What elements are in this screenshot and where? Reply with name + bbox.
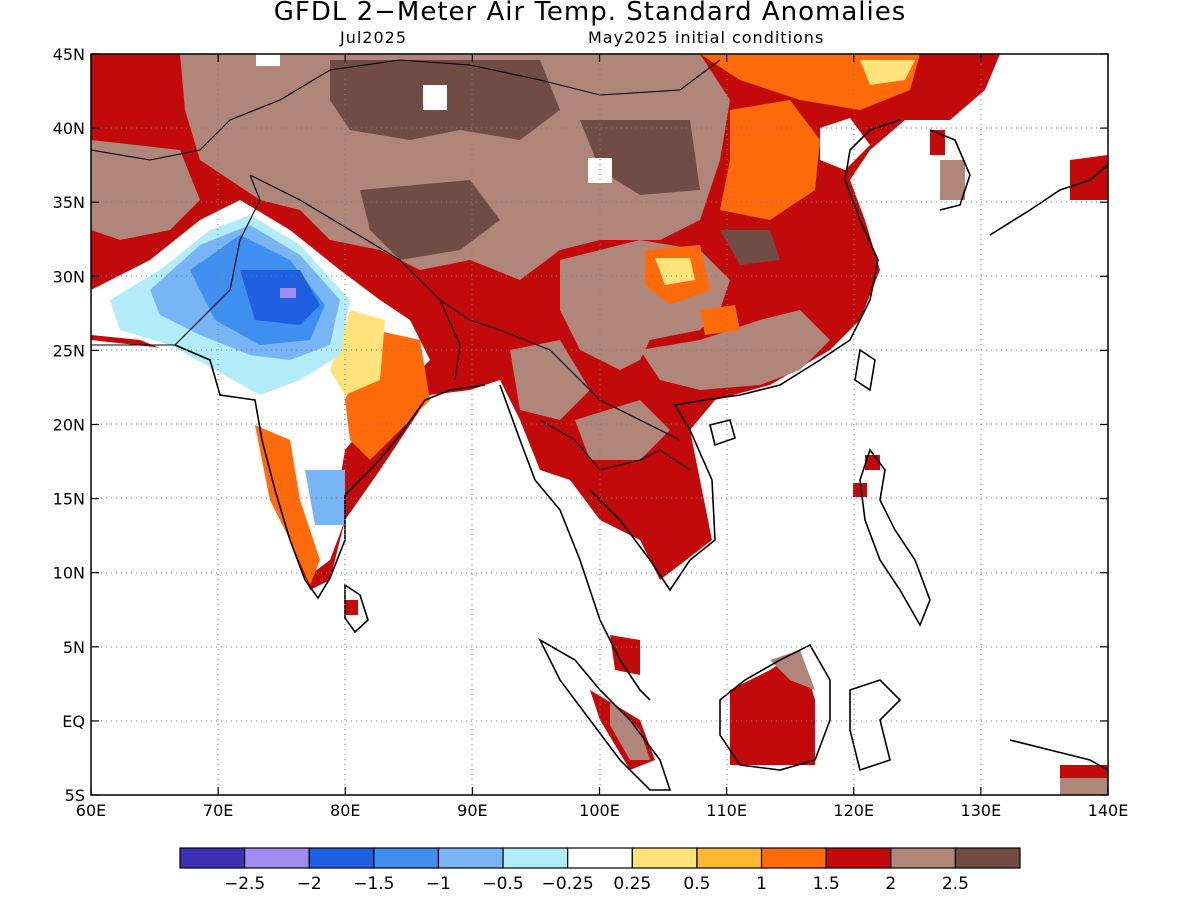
colorbar	[179, 847, 1021, 869]
lat-tick-label: 45N	[53, 45, 85, 64]
lat-tick-label: 5N	[63, 638, 85, 657]
lat-tick-label: EQ	[62, 712, 85, 731]
init-conditions: May2025 initial conditions	[588, 28, 825, 47]
yellow-northeast	[860, 60, 915, 85]
colorbar-swatch	[373, 847, 440, 869]
brown-south-china-coast	[640, 310, 830, 390]
colorbar-label: 0.25	[613, 874, 651, 894]
colorbar-swatch	[954, 847, 1021, 869]
map-title: GFDL 2−Meter Air Temp. Standard Anomalie…	[273, 0, 907, 27]
red-malaya	[610, 635, 640, 675]
coast-newguinea	[1009, 739, 1109, 771]
red-korea	[930, 130, 945, 155]
colorbar-label: −2.5	[224, 874, 265, 894]
colorbar-swatch	[631, 847, 698, 869]
coast-india	[174, 344, 486, 600]
lat-tick-label: 30N	[53, 267, 85, 286]
axis-ticks	[90, 53, 1109, 796]
colorbar-label: 0.5	[683, 874, 710, 894]
lat-tick-label: 20N	[53, 416, 85, 435]
lon-axis-labels: 60E 70E 80E 90E 100E 110E 120E 130E 140E	[76, 801, 1129, 820]
borders-indochina	[539, 419, 691, 471]
colorbar-swatch	[502, 847, 569, 869]
colorbar-swatch	[308, 847, 375, 869]
lon-tick-label: 70E	[203, 801, 233, 820]
brown-sumatra	[610, 700, 650, 760]
lat-tick-label: 35N	[53, 193, 85, 212]
lon-tick-label: 100E	[579, 801, 620, 820]
colorbar-label: −1	[426, 874, 451, 894]
grid-lines	[91, 54, 1108, 795]
lat-tick-label: 10N	[53, 564, 85, 583]
brown-korea	[940, 160, 965, 200]
colorbar-label: −2	[297, 874, 322, 894]
orange-yunnan	[700, 305, 740, 335]
lon-tick-label: 80E	[330, 801, 360, 820]
red-luzon	[853, 455, 880, 497]
colorbar-label: 2.5	[942, 874, 969, 894]
colorbar-label: 1.5	[813, 874, 840, 894]
country-borders	[90, 59, 721, 471]
lon-tick-label: 60E	[76, 801, 106, 820]
colorbar-swatch	[890, 847, 956, 869]
coast-taiwan-hainan	[709, 348, 876, 447]
yellow-sichuan	[655, 258, 695, 285]
valid-month: Jul2025	[340, 28, 408, 47]
coastlines	[174, 119, 1109, 791]
coast-sulawesi	[849, 679, 902, 772]
colorbar-labels: −2.5 −2 −1.5 −1 −0.5 −0.25 0.25 0.5 1 1.5 2 2.5	[224, 874, 969, 894]
colorbar-swatch	[825, 847, 892, 869]
coast-indochina	[499, 119, 901, 701]
lat-tick-label: 5S	[65, 786, 85, 805]
colorbar-swatch	[760, 847, 827, 869]
white-pocket-north	[256, 54, 447, 110]
colorbar-label: 1	[756, 874, 767, 894]
brown-west	[91, 140, 200, 240]
lat-tick-label: 40N	[53, 119, 85, 138]
darkbrown-tibet	[360, 180, 500, 260]
darkbrown-central	[720, 230, 780, 265]
colorbar-label: −0.25	[542, 874, 594, 894]
white-bohai	[820, 118, 870, 170]
lon-tick-label: 110E	[706, 801, 747, 820]
white-pocket-china	[588, 158, 612, 183]
coast-philippines	[859, 448, 931, 627]
colorbar-swatch	[567, 847, 633, 869]
colorbar-swatch	[696, 847, 763, 869]
orange-western-ghats	[255, 425, 320, 585]
lon-tick-label: 120E	[833, 801, 874, 820]
coast-borneo	[719, 643, 831, 771]
lat-tick-label: 25N	[53, 341, 85, 360]
red-srilanka	[345, 600, 358, 615]
colorbar-swatch	[244, 847, 310, 869]
colorbar-label: 2	[885, 874, 896, 894]
brown-indochina	[575, 400, 670, 460]
colorbar-swatch	[437, 847, 504, 869]
colorbar-label: −0.5	[482, 874, 523, 894]
orange-north-china	[720, 100, 820, 220]
lat-axis-labels: 5S EQ 5N 10N 15N 20N 25N 30N 35N 40N 45N	[53, 45, 85, 805]
violet-india	[280, 288, 296, 298]
coast-sumatra	[538, 637, 672, 791]
anomaly-field	[91, 54, 1108, 795]
lat-tick-label: 15N	[53, 490, 85, 509]
lon-tick-label: 140E	[1088, 801, 1129, 820]
lon-tick-label: 90E	[457, 801, 487, 820]
borders-south-asia	[91, 174, 681, 441]
brown-burma	[510, 340, 590, 420]
red-papua	[1060, 765, 1108, 778]
coast-korea-japan	[929, 129, 1109, 236]
borders-central-asia	[90, 59, 721, 161]
colorbar-swatch	[179, 847, 246, 869]
red-japan	[1070, 155, 1108, 200]
lightblue-deccan	[305, 470, 345, 525]
brown-high-plateau	[180, 54, 730, 280]
colorbar-label: −1.5	[353, 874, 394, 894]
coast-srilanka	[344, 583, 369, 634]
lon-tick-label: 130E	[961, 801, 1002, 820]
